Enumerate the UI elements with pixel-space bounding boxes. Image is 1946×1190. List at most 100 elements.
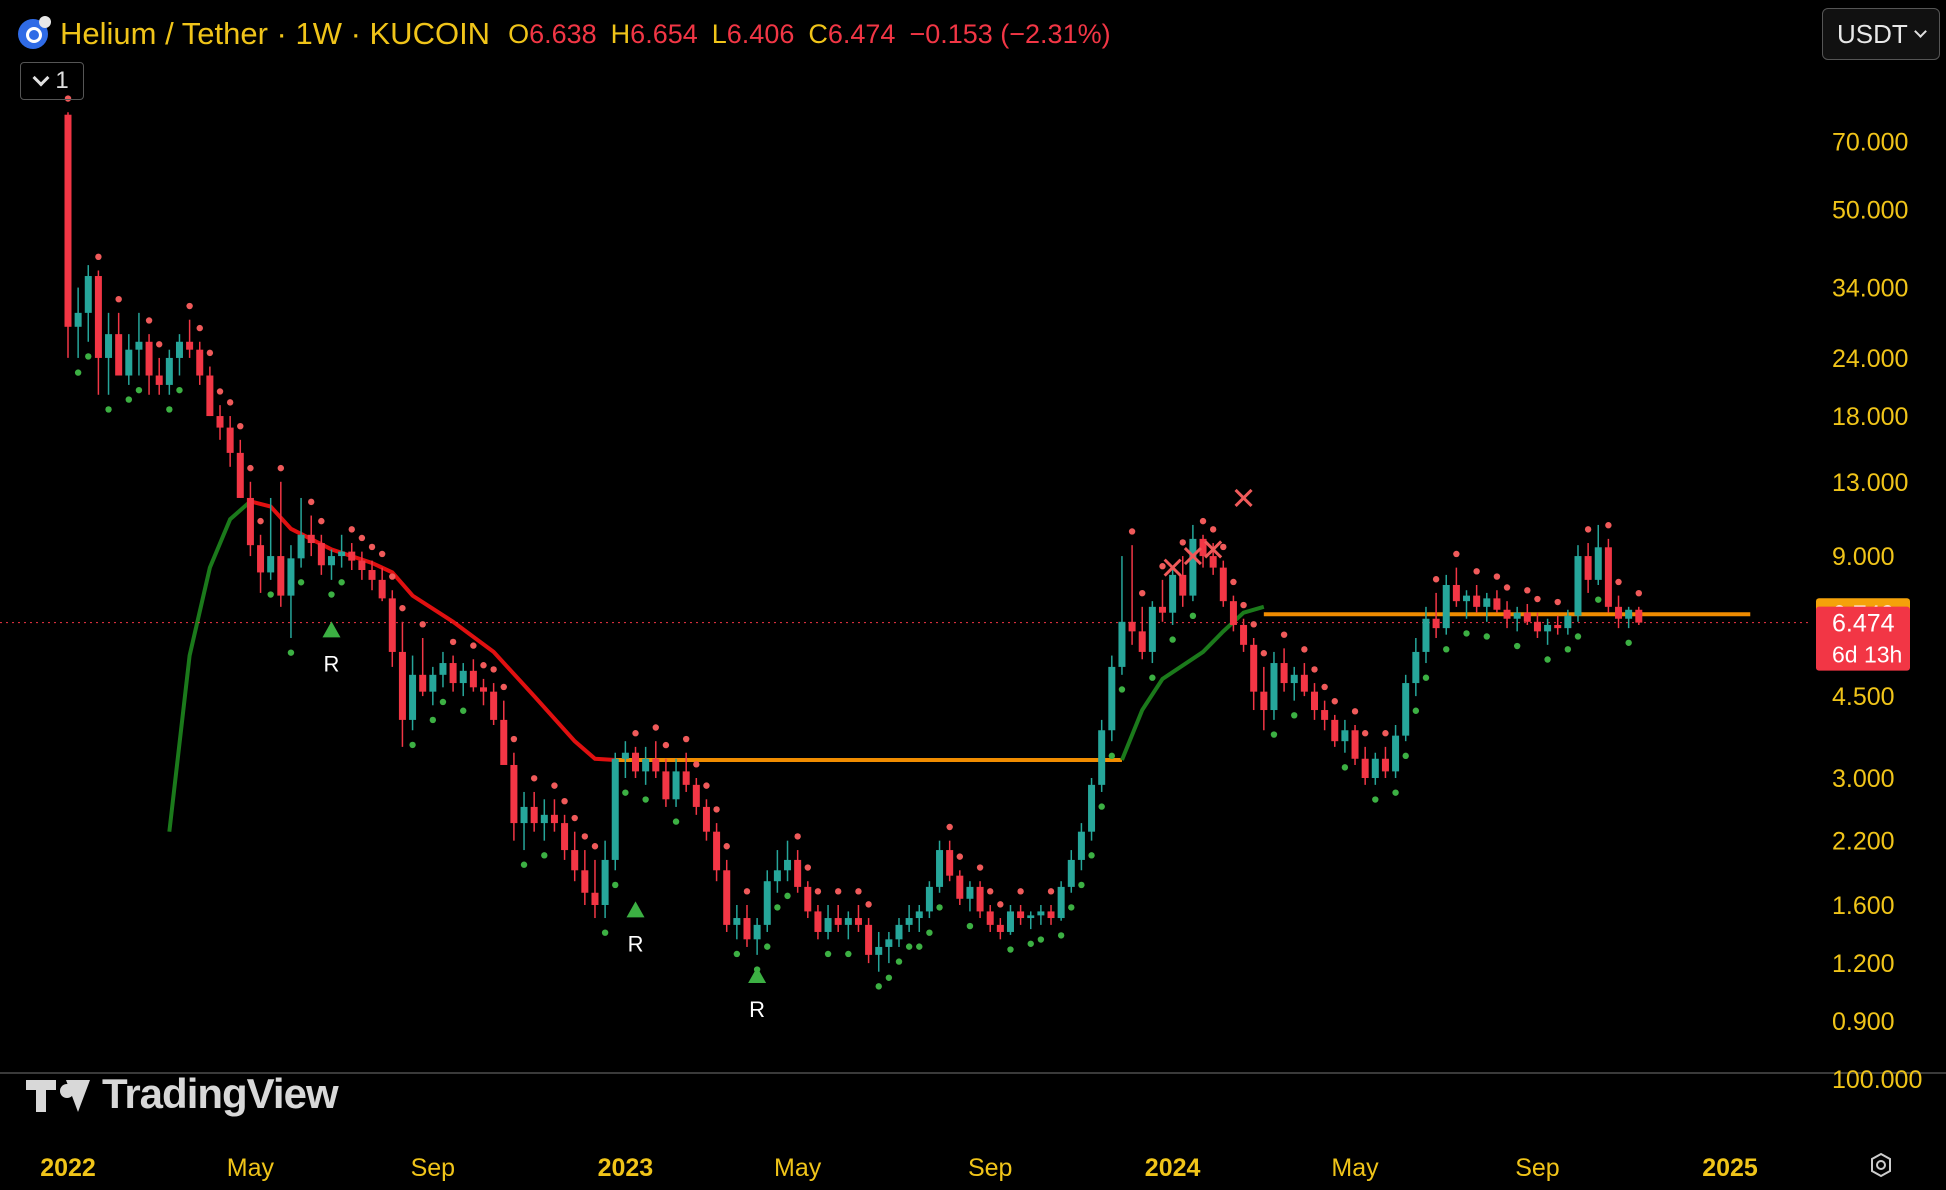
candle-body	[1158, 606, 1166, 613]
candle-body	[1006, 911, 1014, 932]
candle	[591, 843, 599, 919]
candle-body	[155, 375, 163, 385]
candle	[196, 324, 204, 385]
candle-body	[1179, 574, 1187, 596]
signal-cross-icon	[1163, 558, 1182, 577]
candle-body	[439, 663, 447, 675]
candle	[1169, 567, 1177, 643]
candle	[1027, 911, 1035, 947]
candle	[540, 799, 548, 859]
trend-dot	[1250, 621, 1257, 628]
trend-dot	[774, 904, 781, 911]
candle-body	[1544, 624, 1552, 632]
candle	[317, 517, 325, 575]
candle	[398, 604, 406, 747]
candle-body	[986, 911, 994, 925]
candle	[753, 918, 761, 973]
trend-dot	[1311, 666, 1318, 673]
candle	[226, 399, 234, 467]
candle	[1351, 708, 1359, 765]
trend-dot	[297, 579, 305, 586]
trend-dot	[460, 707, 467, 714]
symbol-title[interactable]: Helium / Tether · 1W · KUCOIN	[60, 16, 491, 51]
trend-dot	[1392, 789, 1399, 796]
candle	[936, 840, 944, 911]
candle	[550, 782, 558, 832]
trend-dot	[1595, 596, 1602, 603]
trend-dot	[1584, 526, 1592, 533]
trend-dot	[1017, 888, 1024, 895]
candle-body	[1219, 567, 1227, 602]
candle-body	[1635, 609, 1643, 623]
candle	[1331, 698, 1339, 747]
candle-body	[1027, 915, 1035, 919]
indicators-toggle-button[interactable]: 1	[20, 62, 84, 100]
trend-dot	[166, 406, 173, 413]
tradingview-logo[interactable]: TradingView	[26, 1070, 339, 1118]
candle-body	[145, 341, 153, 376]
settings-gear-icon[interactable]	[1868, 1152, 1894, 1178]
candle-body	[317, 543, 325, 566]
candle	[1523, 587, 1531, 625]
candle	[1604, 522, 1612, 613]
trend-dot	[693, 761, 700, 768]
candle-body	[936, 850, 944, 887]
trend-dot	[125, 396, 133, 403]
trend-dot	[976, 864, 984, 871]
candle	[804, 864, 812, 919]
currency-select[interactable]: USDT	[1822, 8, 1940, 60]
candle-body	[520, 806, 528, 824]
candle-body	[976, 886, 984, 912]
candle-body	[94, 276, 102, 358]
signal-r-label: R	[628, 931, 644, 956]
candle	[794, 833, 802, 893]
candle-body	[84, 276, 92, 313]
trend-dot	[845, 950, 852, 958]
trend-dot	[905, 943, 913, 950]
candle	[175, 334, 183, 394]
candle-body	[1300, 674, 1308, 692]
time-tick-label: May	[227, 1154, 275, 1182]
trend-dot	[1068, 904, 1075, 911]
candle	[388, 573, 396, 667]
trend-dot	[318, 517, 325, 525]
trend-dot	[1473, 568, 1480, 575]
indicators-count: 1	[55, 67, 69, 94]
candle	[996, 901, 1004, 940]
candle-body	[905, 918, 913, 925]
candle	[743, 888, 751, 947]
trend-dot	[490, 666, 497, 673]
trend-dot	[824, 950, 832, 958]
candle-body	[469, 670, 477, 688]
candle-body	[561, 823, 569, 851]
helium-logo-icon[interactable]	[18, 16, 51, 49]
trend-dot	[429, 716, 437, 724]
candle-body	[1229, 601, 1237, 625]
candle-body	[966, 886, 974, 899]
candle-body	[702, 806, 710, 832]
trend-dot	[987, 888, 994, 895]
candle-body	[632, 752, 640, 772]
price-tick-label: 18.000	[1832, 403, 1908, 431]
trend-dot	[378, 550, 386, 558]
candle	[1321, 683, 1329, 731]
candle	[105, 312, 113, 413]
time-tick-label: Sep	[1515, 1154, 1559, 1182]
trend-dot	[308, 498, 315, 506]
trend-dot	[358, 534, 366, 542]
candle	[1037, 904, 1045, 943]
candle-body	[115, 334, 123, 376]
trend-dot	[926, 929, 933, 936]
candle-body	[794, 859, 802, 887]
candle-body	[398, 651, 406, 720]
candle	[1118, 556, 1126, 693]
candle	[155, 341, 163, 395]
trend-dot	[1301, 646, 1308, 653]
candle-body	[1341, 730, 1349, 742]
candle	[1615, 578, 1623, 629]
trend-dot	[855, 888, 862, 895]
candle	[865, 901, 873, 964]
trend-dot	[682, 735, 690, 743]
time-tick-label: 2022	[40, 1154, 96, 1182]
